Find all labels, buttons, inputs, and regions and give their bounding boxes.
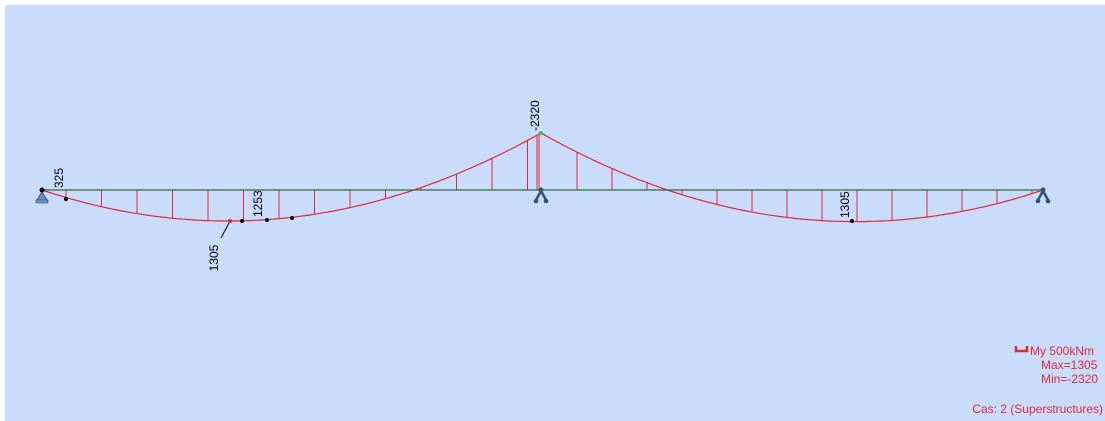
point — [228, 219, 232, 223]
hatch-lines — [65, 134, 1033, 222]
point — [240, 219, 244, 223]
legend-text: Max=1305 — [1041, 358, 1098, 372]
support-right — [1035, 187, 1051, 204]
point — [265, 218, 269, 222]
support-left — [35, 187, 49, 204]
legend-text: Min=-2320 — [1041, 372, 1098, 386]
legend-icon — [1014, 346, 1029, 353]
legend-text: Cas: 2 (Superstructures) — [972, 402, 1103, 416]
annotation: -2320 — [528, 100, 542, 131]
moment-curve — [41, 132, 1044, 223]
annotation: 1305 — [207, 244, 221, 271]
annotation: 1253 — [251, 190, 265, 217]
point — [290, 216, 294, 220]
point — [64, 197, 68, 201]
viewport — [5, 5, 1105, 421]
annotation: 1305 — [838, 191, 852, 218]
legend: My 500kNm Max=1305 Min=-2320 Cas: 2 (Sup… — [972, 344, 1103, 416]
point — [539, 131, 543, 135]
legend-text: My 500kNm — [1030, 344, 1094, 358]
support-middle — [533, 187, 549, 204]
point — [850, 219, 854, 223]
annotation: 325 — [52, 168, 66, 188]
leader — [220, 222, 230, 239]
